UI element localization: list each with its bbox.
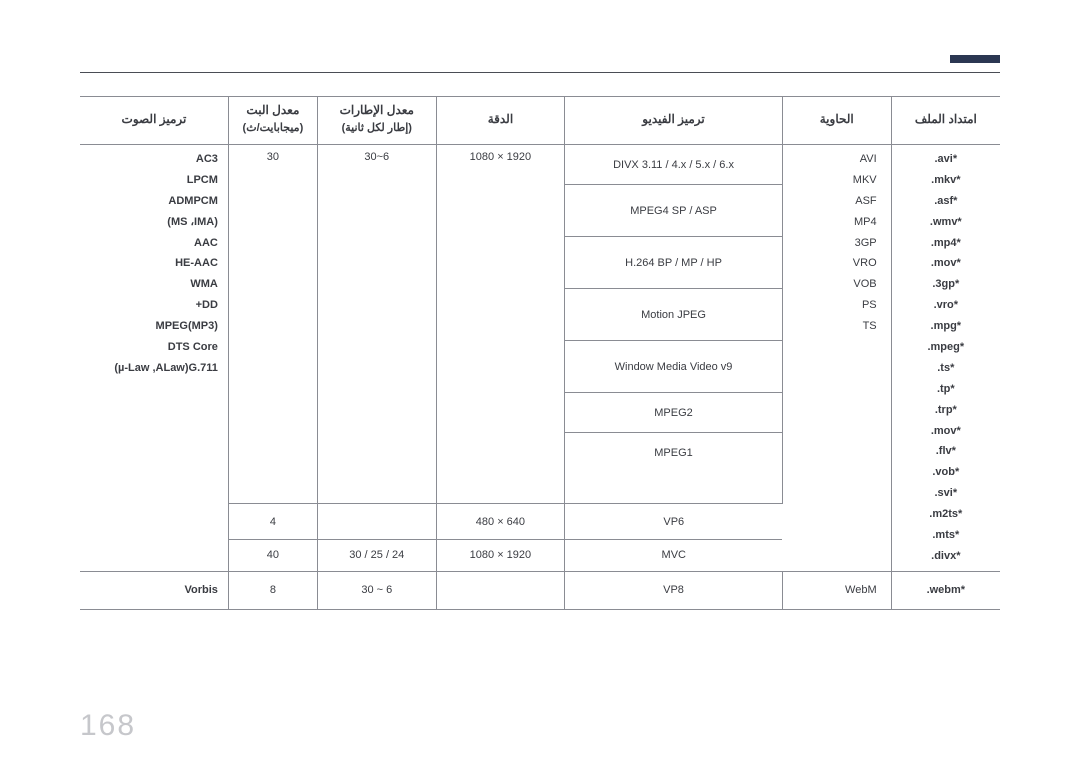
cell-bitrate: 30 <box>228 145 317 504</box>
table-header-row: ترميز الصوت معدل البت (ميجابايت/ث) معدل … <box>80 97 1000 145</box>
header-audio-codec: ترميز الصوت <box>80 97 228 145</box>
extension-item: .mkv* <box>900 170 992 191</box>
cell-resolution: 480 × 640 <box>436 504 565 540</box>
extension-item: .wmv* <box>900 212 992 233</box>
extension-item: .3gp* <box>900 274 992 295</box>
header-framerate-label: معدل الإطارات <box>324 103 430 117</box>
extension-item: .avi* <box>900 149 992 170</box>
extension-item: .mpg* <box>900 316 992 337</box>
container-item: 3GP <box>791 233 877 254</box>
audio-codec-item: LPCM <box>88 170 218 191</box>
cell-resolution <box>436 571 565 609</box>
header-bitrate-sub: (ميجابايت/ث) <box>235 121 311 134</box>
video-codec-item: DIVX 3.11 / 4.x / 5.x / 6.x <box>565 145 782 185</box>
codec-table: ترميز الصوت معدل البت (ميجابايت/ث) معدل … <box>80 96 1000 610</box>
header-bitrate-label: معدل البت <box>235 103 311 117</box>
cell-video-codec: VP6 <box>565 504 783 540</box>
container-item: VOB <box>791 274 877 295</box>
cell-bitrate: 4 <box>228 504 317 540</box>
audio-codec-item: WMA <box>88 274 218 295</box>
cell-container: WebM <box>782 571 891 609</box>
audio-codec-item: DTS Core <box>88 337 218 358</box>
cell-framerate: 30 ~ 6 <box>317 571 436 609</box>
header-resolution: الدقة <box>436 97 565 145</box>
extension-item: .mov* <box>900 421 992 442</box>
header-video-codec: ترميز الفيديو <box>565 97 783 145</box>
extension-item: .ts* <box>900 358 992 379</box>
header-container: الحاوية <box>782 97 891 145</box>
extension-item: .divx* <box>900 546 992 567</box>
extension-item: .tp* <box>900 379 992 400</box>
extension-item: .m2ts* <box>900 504 992 525</box>
audio-codec-item: AAC <box>88 233 218 254</box>
audio-codec-item: (MS ،IMA) <box>88 212 218 233</box>
video-codec-item: Motion JPEG <box>565 289 782 341</box>
header-framerate: معدل الإطارات (إطار لكل ثانية) <box>317 97 436 145</box>
container-item: MKV <box>791 170 877 191</box>
cell-framerate: 30~6 <box>317 145 436 504</box>
container-item: VRO <box>791 253 877 274</box>
extension-item: .mts* <box>900 525 992 546</box>
extension-item: .vro* <box>900 295 992 316</box>
video-codec-item: Window Media Video v9 <box>565 341 782 393</box>
header-accent <box>950 55 1000 63</box>
audio-codec-item: ADMPCM <box>88 191 218 212</box>
audio-codec-item: MPEG(MP3) <box>88 316 218 337</box>
cell-framerate: 30 / 25 / 24 <box>317 540 436 572</box>
video-codec-item: MPEG1 <box>565 433 782 473</box>
extension-item: .mov* <box>900 253 992 274</box>
table-row: AC3 LPCM ADMPCM (MS ،IMA) AAC HE-AAC WMA… <box>80 145 1000 504</box>
video-codec-item: MPEG2 <box>565 393 782 433</box>
cell-extensions: .avi* .mkv* .asf* .wmv* .mp4* .mov* .3gp… <box>891 145 1000 572</box>
cell-video-codecs: DIVX 3.11 / 4.x / 5.x / 6.x MPEG4 SP / A… <box>565 145 783 504</box>
cell-framerate <box>317 504 436 540</box>
audio-codec-item: HE-AAC <box>88 253 218 274</box>
audio-codec-item: AC3 <box>88 149 218 170</box>
extension-item: .mpeg* <box>900 337 992 358</box>
extension-item: .trp* <box>900 400 992 421</box>
container-item: PS <box>791 295 877 316</box>
cell-audio-codecs: AC3 LPCM ADMPCM (MS ،IMA) AAC HE-AAC WMA… <box>80 145 228 572</box>
video-codec-item: MPEG4 SP / ASP <box>565 185 782 237</box>
cell-video-codec: VP8 <box>565 571 783 609</box>
table-row: Vorbis 8 30 ~ 6 VP8 WebM .webm* <box>80 571 1000 609</box>
audio-codec-item: (µ-Law ,ALaw)G.711 <box>88 358 218 379</box>
header-rule <box>80 72 1000 73</box>
page-number: 168 <box>80 709 136 743</box>
extension-item: .svi* <box>900 483 992 504</box>
extension-item: .flv* <box>900 441 992 462</box>
cell-bitrate: 8 <box>228 571 317 609</box>
container-item: ASF <box>791 191 877 212</box>
cell-containers: AVI MKV ASF MP4 3GP VRO VOB PS TS <box>782 145 891 572</box>
cell-resolution: 1080 × 1920 <box>436 145 565 504</box>
container-item: MP4 <box>791 212 877 233</box>
extension-item: .asf* <box>900 191 992 212</box>
cell-resolution: 1080 × 1920 <box>436 540 565 572</box>
container-item: AVI <box>791 149 877 170</box>
cell-video-codec: MVC <box>565 540 783 572</box>
cell-extension: .webm* <box>891 571 1000 609</box>
container-item: TS <box>791 316 877 337</box>
cell-audio-codec: Vorbis <box>80 571 228 609</box>
audio-codec-item: +DD <box>88 295 218 316</box>
cell-bitrate: 40 <box>228 540 317 572</box>
header-extension: امتداد الملف <box>891 97 1000 145</box>
header-framerate-sub: (إطار لكل ثانية) <box>324 121 430 134</box>
extension-item: .mp4* <box>900 233 992 254</box>
video-codec-item: H.264 BP / MP / HP <box>565 237 782 289</box>
extension-item: .vob* <box>900 462 992 483</box>
header-bitrate: معدل البت (ميجابايت/ث) <box>228 97 317 145</box>
